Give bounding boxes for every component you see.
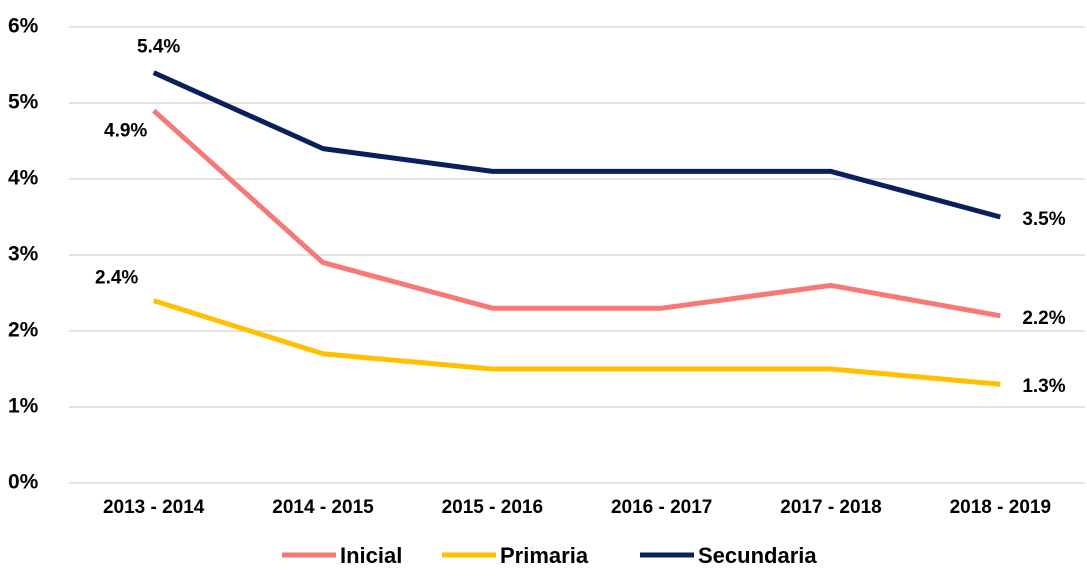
x-tick-label: 2014 - 2015: [272, 497, 374, 518]
legend-label: Primaria: [500, 543, 589, 568]
data-label: 3.5%: [1022, 209, 1065, 230]
legend-label: Inicial: [340, 543, 402, 568]
data-label: 1.3%: [1022, 376, 1065, 397]
data-label: 2.4%: [95, 268, 138, 289]
y-tick-label: 5%: [8, 91, 39, 114]
y-tick-label: 6%: [8, 15, 39, 38]
y-tick-label: 4%: [8, 167, 39, 190]
series-line: [152, 70, 1001, 220]
data-label: 5.4%: [137, 37, 180, 58]
x-tick-label: 2018 - 2019: [950, 497, 1051, 518]
y-tick-label: 0%: [8, 471, 39, 494]
series-line: [152, 298, 1001, 387]
series-line: [151, 108, 1001, 319]
y-tick-label: 2%: [8, 319, 39, 342]
x-tick-label: 2017 - 2018: [780, 497, 881, 518]
x-tick-label: 2016 - 2017: [611, 497, 712, 518]
y-tick-label: 1%: [8, 395, 39, 418]
data-label: 2.2%: [1022, 308, 1065, 329]
y-tick-label: 3%: [8, 243, 39, 266]
x-tick-label: 2015 - 2016: [442, 497, 543, 518]
legend-label: Secundaria: [698, 543, 817, 568]
data-label: 4.9%: [104, 121, 147, 142]
x-tick-label: 2013 - 2014: [103, 497, 205, 518]
